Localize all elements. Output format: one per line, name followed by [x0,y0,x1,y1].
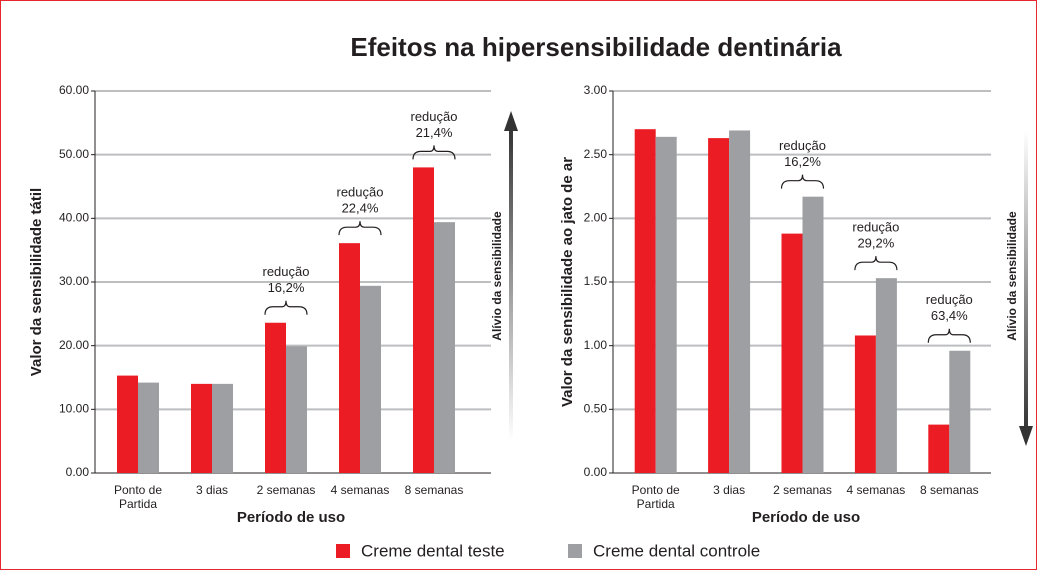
annotation-label: redução [926,292,973,307]
annotation-label: redução [337,185,384,200]
x-tick-label: 4 semanas [846,483,906,497]
annotation-text: 29,2% [857,236,894,251]
brace [854,256,898,271]
x-tick-label: Ponto de Partida [113,483,163,511]
arrow-head [504,111,518,131]
brace [780,174,825,189]
y-tick-label: 10.00 [59,402,89,416]
bar [339,243,360,473]
arrow-head [1019,426,1033,446]
x-axis-label: Período de uso [237,509,345,526]
bar [286,346,307,473]
bar [781,233,803,473]
annotation-text: 22,4% [342,201,379,216]
y-axis-label: Valor da sensibilidade tátil [28,188,45,376]
annotation-text: 16,2% [268,280,305,295]
x-tick-label: 4 semanas [330,483,390,497]
x-tick-label: Ponto de Partida [631,483,680,511]
bar [802,196,824,474]
brace [412,145,456,160]
brace [338,221,382,236]
bar [854,335,876,473]
y-tick-label: 3.00 [584,83,608,97]
x-tick-label: 2 semanas [256,483,316,497]
bar [360,285,381,473]
y-tick-label: 0.50 [584,402,608,416]
arrow-shaft [509,126,513,441]
bar [708,138,730,473]
side-label: Alívio da sensibilidade [490,211,504,341]
annotation-text: 63,4% [931,308,968,323]
x-tick-label: 3 dias [713,483,746,497]
x-tick-label: 3 dias [195,483,229,497]
x-tick-label: 8 semanas [404,483,464,497]
legend-swatch [336,544,350,558]
y-tick-label: 0.00 [66,465,90,479]
side-label: Alívio da sensibilidade [1005,211,1019,341]
chart-title: Efeitos na hipersensibilidade dentinária [350,32,842,62]
annotation-label: redução [852,220,899,235]
brace [264,300,308,315]
annotation-label: redução [263,264,310,279]
y-tick-label: 40.00 [59,211,89,225]
bar [265,322,286,473]
x-tick-label: 8 semanas [919,483,979,497]
bar [434,222,455,473]
y-tick-label: 60.00 [59,83,89,97]
y-axis-label: Valor da sensibilidade ao jato de ar [559,157,576,407]
y-tick-label: 1.00 [584,338,608,352]
bar [138,382,159,473]
annotation-text: 16,2% [784,154,821,169]
legend-label: Creme dental teste [361,541,505,560]
annotation-label: redução [779,138,826,153]
y-tick-label: 2.00 [584,211,608,225]
annotation-label: redução [411,109,458,124]
legend-swatch [568,544,582,558]
bar [928,424,950,473]
y-tick-label: 30.00 [59,274,89,288]
bar [413,167,434,473]
bar [212,383,233,473]
arrow-shaft [1024,131,1028,431]
x-axis-label: Período de uso [752,509,860,526]
bar [729,130,751,473]
y-tick-label: 50.00 [59,147,89,161]
annotation-text: 21,4% [416,125,453,140]
bar [117,375,138,473]
bar [949,350,971,473]
legend-label: Creme dental controle [593,541,760,560]
bar [634,129,656,473]
bar [191,383,212,473]
brace [927,328,971,343]
y-tick-label: 2.50 [584,147,608,161]
x-tick-label: 2 semanas [773,483,832,497]
bar [875,278,897,473]
y-tick-label: 20.00 [59,338,89,352]
y-tick-label: 0.00 [584,465,608,479]
bar [655,136,677,473]
y-tick-label: 1.50 [584,274,608,288]
